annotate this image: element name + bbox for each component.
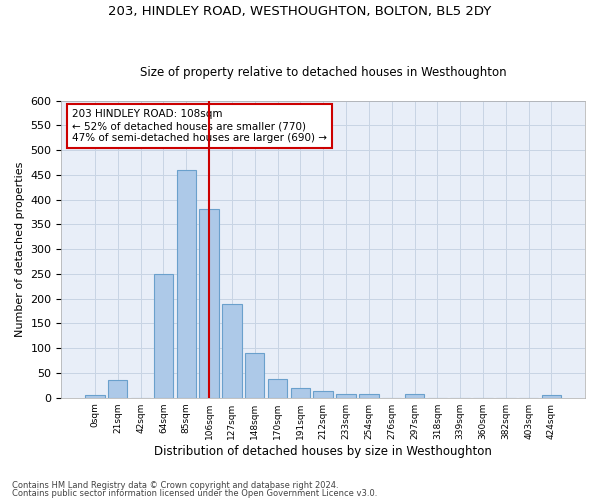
Bar bbox=[542, 395, 561, 398]
Title: Size of property relative to detached houses in Westhoughton: Size of property relative to detached ho… bbox=[140, 66, 506, 78]
Bar bbox=[313, 392, 333, 398]
Bar bbox=[176, 170, 196, 398]
Bar bbox=[85, 395, 104, 398]
Bar bbox=[245, 353, 265, 398]
Text: 203 HINDLEY ROAD: 108sqm
← 52% of detached houses are smaller (770)
47% of semi-: 203 HINDLEY ROAD: 108sqm ← 52% of detach… bbox=[72, 110, 327, 142]
Text: Contains HM Land Registry data © Crown copyright and database right 2024.: Contains HM Land Registry data © Crown c… bbox=[12, 481, 338, 490]
Bar bbox=[359, 394, 379, 398]
Bar bbox=[199, 210, 219, 398]
Text: Contains public sector information licensed under the Open Government Licence v3: Contains public sector information licen… bbox=[12, 488, 377, 498]
Bar bbox=[405, 394, 424, 398]
Bar bbox=[290, 388, 310, 398]
Bar bbox=[154, 274, 173, 398]
Bar bbox=[222, 304, 242, 398]
Bar bbox=[337, 394, 356, 398]
Bar bbox=[108, 380, 127, 398]
Text: 203, HINDLEY ROAD, WESTHOUGHTON, BOLTON, BL5 2DY: 203, HINDLEY ROAD, WESTHOUGHTON, BOLTON,… bbox=[109, 5, 491, 18]
Y-axis label: Number of detached properties: Number of detached properties bbox=[15, 162, 25, 337]
X-axis label: Distribution of detached houses by size in Westhoughton: Distribution of detached houses by size … bbox=[154, 444, 492, 458]
Bar bbox=[268, 379, 287, 398]
